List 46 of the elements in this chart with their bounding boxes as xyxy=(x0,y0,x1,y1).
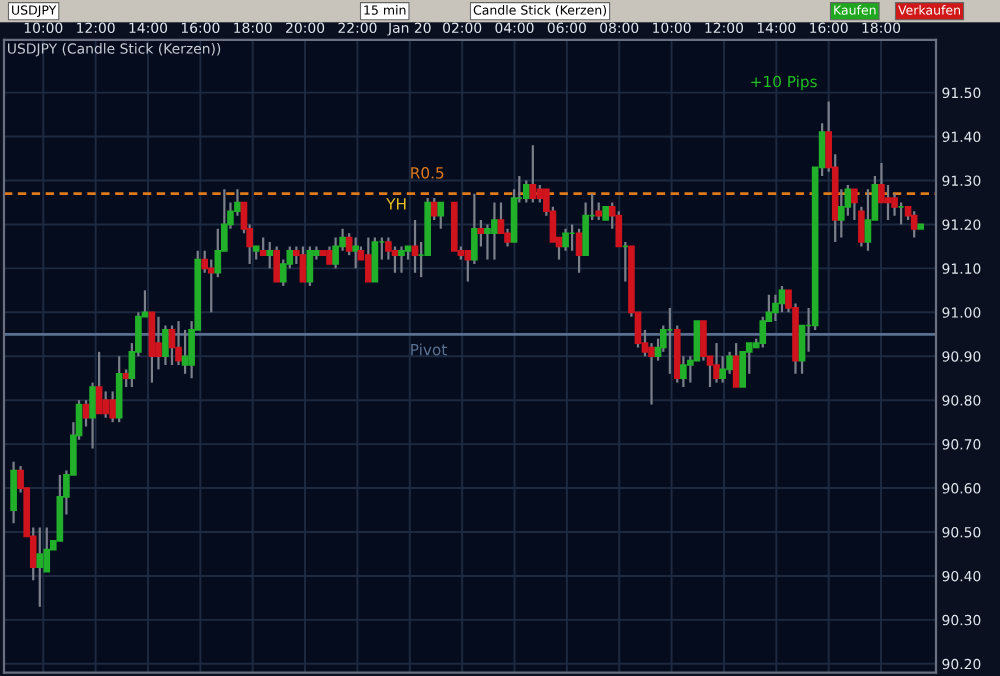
candlestick xyxy=(365,236,372,283)
candlestick xyxy=(719,355,726,384)
candlestick xyxy=(411,218,419,274)
candlestick xyxy=(910,210,918,239)
candlestick xyxy=(772,293,779,323)
candlestick xyxy=(102,390,109,419)
candlestick xyxy=(181,328,189,375)
candlestick xyxy=(36,526,44,608)
candlestick xyxy=(391,245,399,274)
candlestick xyxy=(89,381,96,450)
candlestick xyxy=(82,399,90,428)
candlestick xyxy=(162,324,169,367)
candlestick xyxy=(864,188,872,252)
candlestick xyxy=(759,315,767,349)
candlestick xyxy=(299,245,307,283)
candlestick xyxy=(891,192,898,217)
candlestick xyxy=(575,227,583,274)
candlestick xyxy=(529,144,537,204)
candlestick xyxy=(175,319,182,367)
candlestick xyxy=(332,236,339,270)
candlestick xyxy=(693,320,701,362)
candlestick xyxy=(437,201,445,230)
candlestick xyxy=(700,319,707,362)
candlestick xyxy=(155,315,162,371)
candlestick xyxy=(732,341,740,389)
candlestick xyxy=(95,350,103,415)
candlestick xyxy=(522,179,530,204)
candlestick xyxy=(266,240,274,270)
candlestick xyxy=(168,324,176,367)
candlestick xyxy=(306,245,314,288)
candlestick xyxy=(398,245,405,274)
candlestick xyxy=(726,350,733,375)
candlestick xyxy=(273,245,281,283)
candlestick xyxy=(10,460,17,525)
candlestick xyxy=(680,355,687,389)
candlestick xyxy=(56,473,64,542)
candlestick xyxy=(562,227,569,252)
candlestick xyxy=(148,311,156,384)
candlestick xyxy=(837,188,845,239)
candlestick xyxy=(371,236,379,283)
candlestick xyxy=(713,341,720,384)
candlestick xyxy=(115,355,123,424)
candlestick xyxy=(207,258,215,314)
candlestick xyxy=(109,390,116,424)
candlestick xyxy=(884,183,892,222)
candlestick xyxy=(352,236,360,270)
